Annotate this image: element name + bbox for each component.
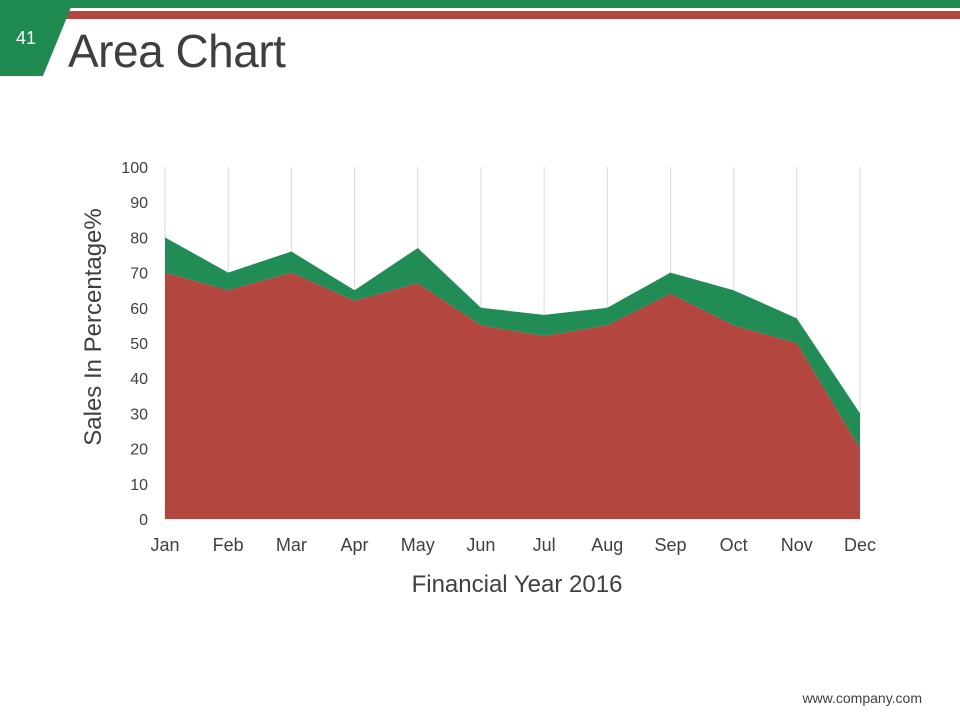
y-tick-label-90: 90 — [130, 195, 148, 212]
y-tick-label-60: 60 — [130, 301, 148, 318]
x-tick-label-sep: Sep — [654, 535, 686, 555]
x-tick-label-mar: Mar — [276, 535, 307, 555]
y-tick-label-30: 30 — [130, 406, 148, 423]
y-tick-label-20: 20 — [130, 442, 148, 459]
y-tick-label-80: 80 — [130, 230, 148, 247]
x-tick-label-jan: Jan — [150, 535, 179, 555]
x-tick-label-may: May — [401, 535, 435, 555]
footer-url: www.company.com — [802, 690, 922, 706]
x-tick-label-feb: Feb — [213, 535, 244, 555]
x-tick-label-dec: Dec — [844, 535, 876, 555]
x-tick-label-jul: Jul — [533, 535, 556, 555]
x-tick-label-apr: Apr — [341, 535, 369, 555]
area-series-2 — [165, 237, 860, 449]
top-red-bar — [66, 11, 960, 19]
x-tick-label-oct: Oct — [720, 535, 748, 555]
page-number: 41 — [15, 28, 37, 48]
y-axis-title: Sales In Percentage% — [80, 208, 107, 445]
page-title: Area Chart — [68, 25, 286, 77]
y-tick-label-0: 0 — [139, 512, 148, 529]
top-green-bar — [70, 0, 960, 8]
x-axis-title: Financial Year 2016 — [412, 571, 623, 598]
y-tick-label-70: 70 — [130, 266, 148, 283]
y-tick-label-50: 50 — [130, 336, 148, 353]
area-series-1 — [165, 272, 860, 519]
y-tick-label-10: 10 — [130, 477, 148, 494]
x-tick-label-nov: Nov — [781, 535, 813, 555]
y-tick-label-40: 40 — [130, 371, 148, 388]
x-tick-label-aug: Aug — [591, 535, 623, 555]
y-tick-label-100: 100 — [121, 160, 148, 177]
x-tick-label-jun: Jun — [466, 535, 495, 555]
